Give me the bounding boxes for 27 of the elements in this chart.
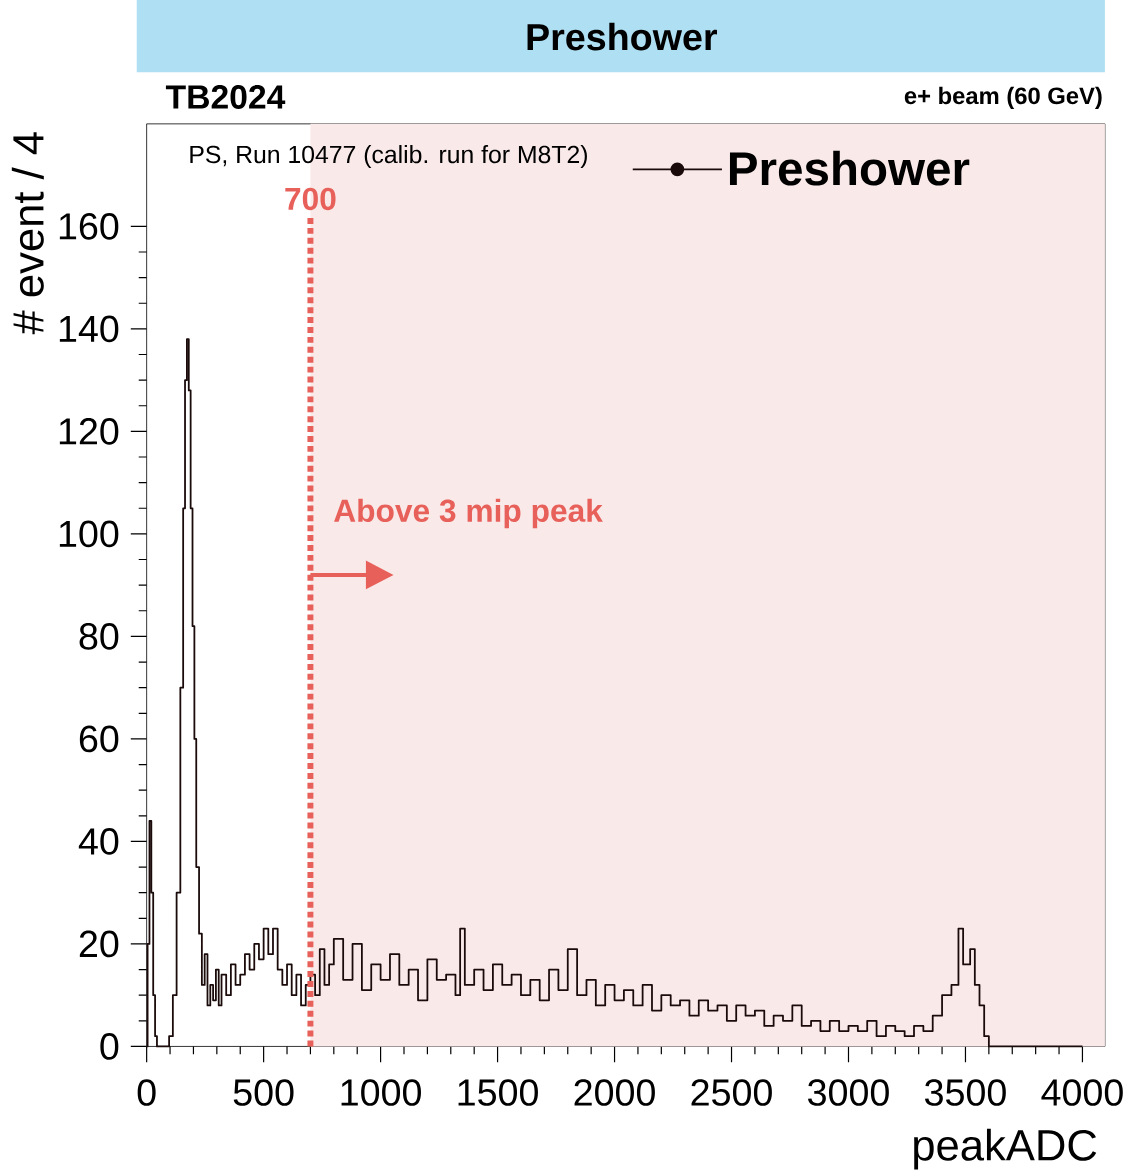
y-tick-label: 100: [60, 520, 119, 548]
text: TB2024: [166, 85, 286, 109]
y-tick-label: 20: [80, 930, 119, 958]
y-tick-label: 40: [79, 828, 119, 855]
x-tick-label: 4000: [1041, 1079, 1124, 1106]
y-tick-label: 160: [60, 213, 119, 240]
annotation: Above 3 mip peak: [334, 498, 604, 529]
annotation: PS, Run 10477 (calib. run for M8T2): [190, 145, 588, 169]
y-tick-label: 140: [60, 315, 119, 343]
x-tick-label: 0: [137, 1079, 156, 1106]
x-tick-label: 2000: [574, 1079, 656, 1106]
x-tick-label: 1000: [341, 1079, 422, 1106]
y-tick-label: 80: [79, 623, 119, 650]
chart-title: Preshower: [527, 22, 718, 51]
legend-label: Preshower: [730, 150, 970, 186]
y-tick-label: 60: [80, 725, 119, 753]
x-tick-label: 1500: [458, 1079, 539, 1106]
x-tick-label: 3500: [925, 1079, 1007, 1106]
ref-line-label: 700: [285, 187, 336, 211]
y-tick-label: 120: [60, 418, 119, 445]
x-tick-label: 3000: [808, 1079, 890, 1106]
text: e+ beam (60 GeV): [905, 86, 1102, 109]
x-tick-label: 2500: [691, 1079, 773, 1106]
x-axis-title: peakADC: [914, 1128, 1097, 1170]
y-axis-title: # event / 4: [11, 132, 45, 335]
y-tick-label: 0: [100, 1033, 119, 1060]
x-tick-label: 500: [233, 1079, 294, 1106]
